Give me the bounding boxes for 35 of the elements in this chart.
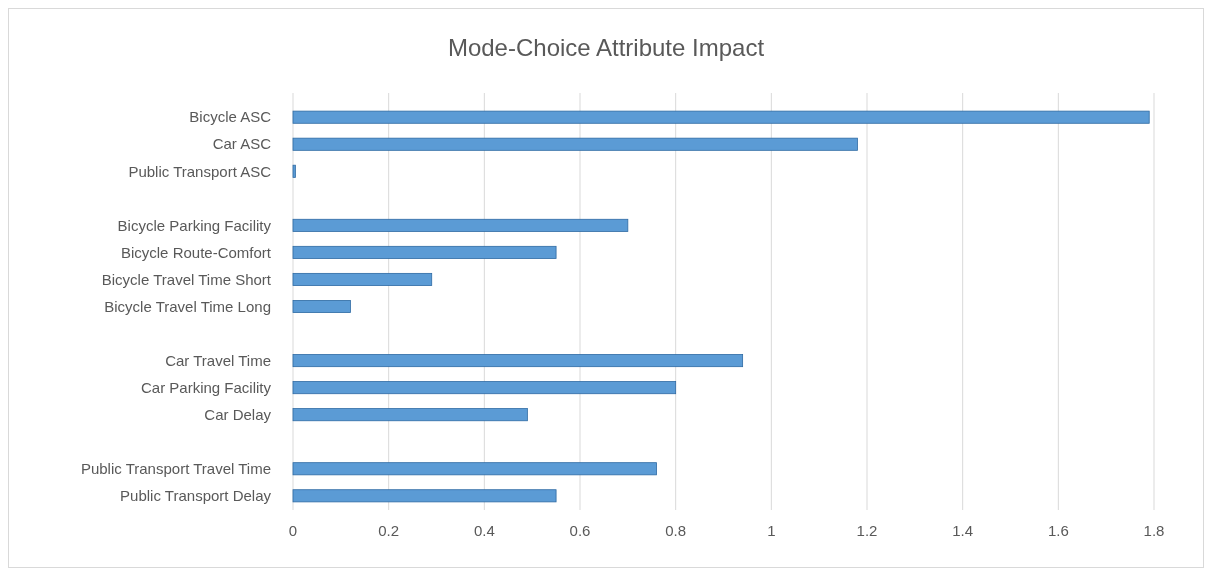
x-tick-label: 1 bbox=[767, 522, 776, 539]
y-tick-label: Car Parking Facility bbox=[140, 378, 272, 396]
bar bbox=[292, 245, 557, 259]
bar bbox=[292, 218, 629, 232]
bar bbox=[292, 272, 433, 286]
y-tick-label: Bicycle ASC bbox=[189, 108, 272, 126]
bar bbox=[292, 408, 528, 422]
bar bbox=[292, 137, 858, 151]
bar bbox=[292, 164, 296, 178]
x-tick-label: 1.8 bbox=[1143, 522, 1165, 539]
y-tick-label: Public Transport Delay bbox=[120, 487, 272, 505]
y-tick-label: Public Transport Travel Time bbox=[80, 460, 271, 478]
bar bbox=[292, 354, 744, 368]
y-tick-label: Bicycle Parking Facility bbox=[117, 216, 272, 234]
bar bbox=[292, 300, 351, 313]
y-tick-label: Car ASC bbox=[212, 135, 272, 153]
bar bbox=[292, 489, 557, 503]
x-tick-label: 1.6 bbox=[1047, 522, 1069, 539]
y-tick-label: Bicycle Route-Comfort bbox=[120, 243, 272, 261]
x-tick-label: 0.2 bbox=[378, 522, 400, 539]
x-tick-label: 0 bbox=[288, 522, 298, 539]
bar bbox=[292, 462, 657, 476]
y-tick-label: Bicycle Travel Time Short bbox=[101, 270, 272, 288]
x-tick-label: 0.8 bbox=[665, 522, 687, 539]
x-tick-label: 0.4 bbox=[473, 522, 495, 539]
x-tick-label: 0.6 bbox=[569, 522, 591, 539]
x-tick-label: 1.2 bbox=[856, 522, 878, 539]
bar bbox=[292, 110, 1150, 124]
y-tick-label: Bicycle Travel Time Long bbox=[104, 297, 271, 315]
bar bbox=[292, 381, 677, 395]
y-tick-label: Public Transport ASC bbox=[128, 162, 272, 180]
y-tick-label: Car Travel Time bbox=[165, 351, 271, 369]
chart-title: Mode-Choice Attribute Impact bbox=[447, 34, 765, 61]
x-tick-label: 1.4 bbox=[952, 522, 974, 539]
y-tick-label: Car Delay bbox=[204, 405, 272, 423]
